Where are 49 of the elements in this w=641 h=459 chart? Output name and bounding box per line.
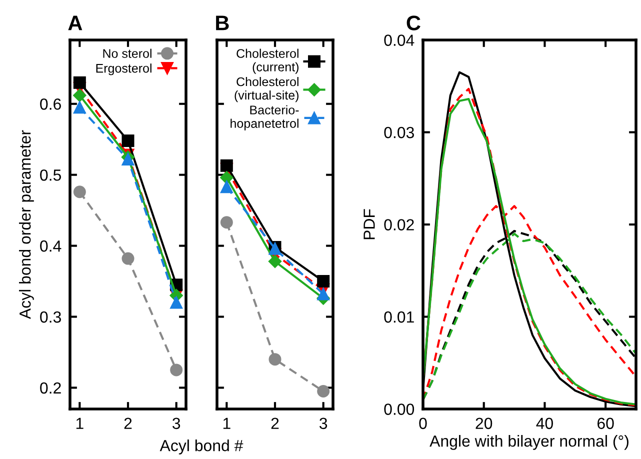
y-tick-label: 0.00 bbox=[384, 404, 414, 415]
x-tick-label: 2 bbox=[124, 418, 132, 429]
x-tick-label: 1 bbox=[76, 418, 84, 429]
point bbox=[122, 252, 134, 265]
y-tick-label: 0.03 bbox=[384, 126, 414, 138]
x-tick-label: 40 bbox=[536, 418, 553, 430]
y-tick-label: 0.01 bbox=[384, 311, 414, 323]
y-tick-label: 0.04 bbox=[384, 34, 414, 46]
chart-title: A bbox=[68, 16, 82, 30]
x-tick-label: 2 bbox=[271, 418, 279, 429]
chart-title: B bbox=[216, 16, 229, 30]
y-axis-title: Acyl bond order parameter bbox=[19, 130, 34, 320]
y-tick-label: 0.5 bbox=[40, 169, 61, 181]
point bbox=[220, 159, 233, 172]
x-tick-label: 3 bbox=[320, 418, 328, 430]
x-tick-label: 60 bbox=[598, 418, 614, 430]
y-tick-label: 0.3 bbox=[40, 311, 61, 323]
x-axis-title: Angle with bilayer normal (°) bbox=[430, 435, 628, 450]
x-axis-title: Acyl bond # bbox=[160, 440, 244, 454]
legend-label: Bacterio- hopanetetrol bbox=[230, 105, 299, 130]
x-tick-label: 0 bbox=[419, 418, 427, 430]
x-tick-label: 3 bbox=[172, 418, 180, 430]
legend-label: Cholesterol (virtual-site) bbox=[234, 76, 298, 102]
point bbox=[73, 76, 86, 89]
point bbox=[268, 353, 282, 366]
point bbox=[317, 385, 330, 398]
y-axis-title: PDF bbox=[364, 209, 375, 240]
point bbox=[317, 288, 330, 300]
point bbox=[317, 275, 330, 288]
chart-title: C bbox=[406, 16, 420, 30]
legend-label: Cholesterol (current) bbox=[236, 48, 298, 74]
point bbox=[220, 180, 233, 194]
point bbox=[220, 216, 233, 229]
y-tick-label: 0.4 bbox=[40, 240, 62, 252]
x-tick-label: 20 bbox=[476, 418, 492, 430]
point bbox=[122, 134, 134, 148]
x-tick-label: 1 bbox=[223, 418, 230, 429]
y-tick-label: 0.2 bbox=[40, 382, 61, 394]
y-tick-label: 0.02 bbox=[384, 219, 414, 230]
legend-label: No sterol bbox=[103, 48, 152, 58]
legend-label: Ergosterol bbox=[96, 64, 152, 76]
point bbox=[170, 364, 183, 376]
point bbox=[170, 296, 183, 309]
point bbox=[220, 171, 234, 184]
point bbox=[73, 88, 86, 102]
point bbox=[268, 254, 282, 268]
point bbox=[73, 101, 86, 114]
point bbox=[73, 186, 86, 198]
y-tick-label: 0.6 bbox=[40, 98, 61, 110]
